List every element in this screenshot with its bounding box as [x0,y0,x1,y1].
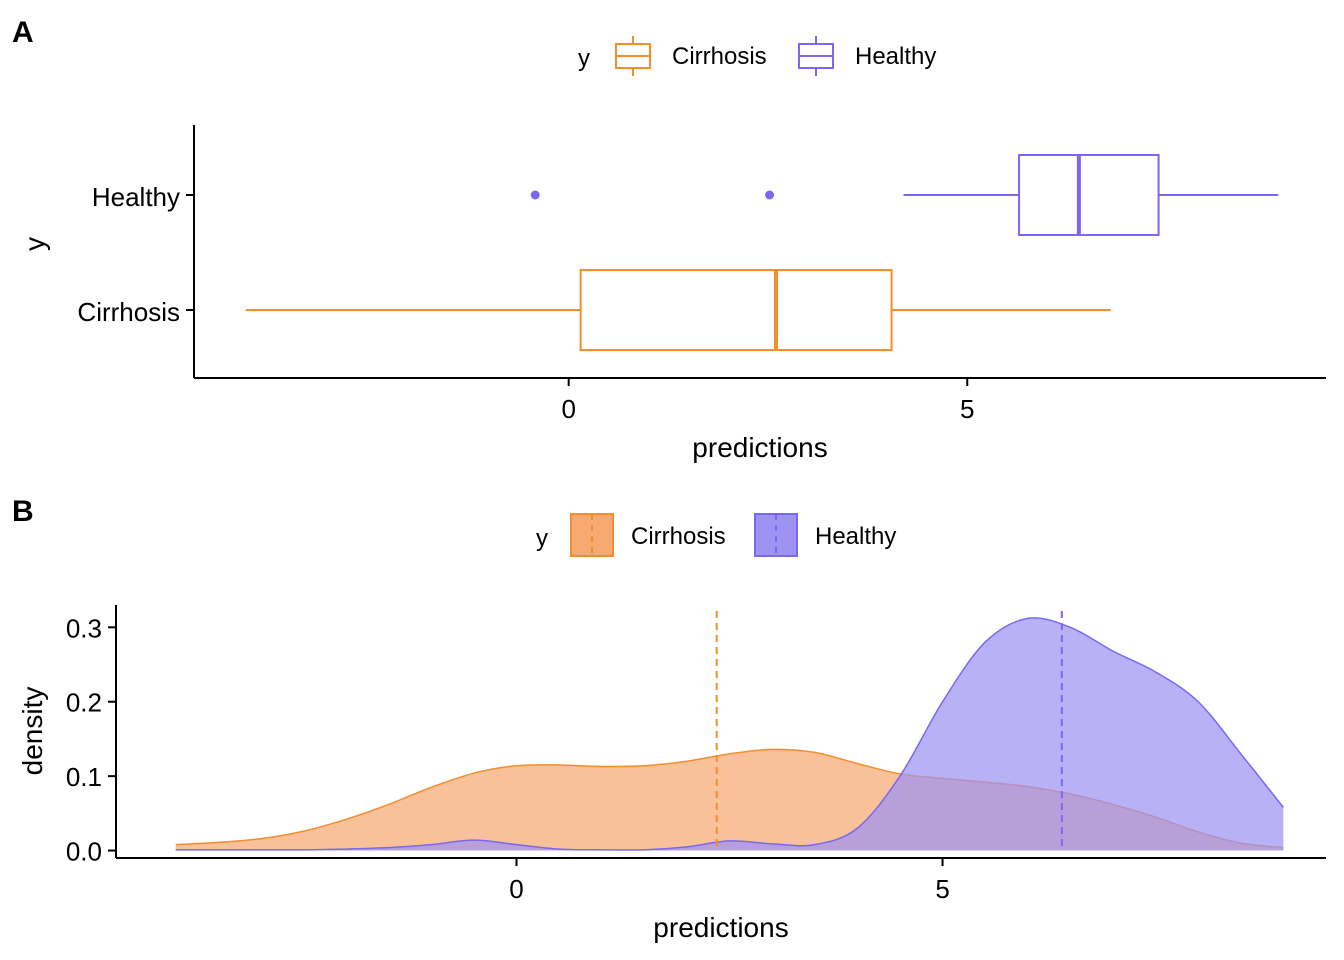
panel-a-legend: y Cirrhosis Healthy [578,36,936,76]
panel-a-x-tick-label: 5 [960,394,974,424]
panel-b-legend-key-healthy [754,513,798,557]
panel-b-y-tick-label: 0.2 [66,688,102,718]
panel-a-axes: Healthy Cirrhosis 0 5 [77,182,974,424]
panel-a-legend-key-cirrhosis [615,36,651,76]
panel-a-legend-label-healthy: Healthy [855,43,936,70]
panel-b-marks [175,611,1284,851]
panel-a-legend-title: y [578,45,590,72]
panel-a-y-axis-title: y [19,237,50,251]
panel-b-x-axis-title: predictions [653,912,788,943]
panel-a-y-tick-label: Healthy [92,182,180,212]
panel-b-legend-label-healthy: Healthy [815,523,896,550]
panel-b-x-tick-label: 5 [935,874,949,904]
panel-a-x-tick-label: 0 [561,394,575,424]
panel-a-x-axis-title: predictions [692,432,827,463]
panel-b-letter: B [12,495,34,528]
healthy-outlier [765,190,775,200]
panel-b-density: B y Cirrhosis Healthy 0.0 0.1 0.2 0.3 0 5 pre… [12,495,1326,943]
panel-b-legend-title: y [536,525,548,552]
panel-a-legend-key-healthy [798,36,834,76]
cirrhosis-box [579,269,893,351]
panel-a-legend-label-cirrhosis: Cirrhosis [672,43,767,70]
panel-b-axes: 0.0 0.1 0.2 0.3 0 5 [66,613,950,904]
panel-b-legend: y Cirrhosis Healthy [536,513,896,557]
panel-b-x-tick-label: 0 [509,874,523,904]
healthy-box [1018,154,1160,236]
panel-b-legend-key-cirrhosis [570,513,614,557]
panel-a-marks [245,154,1279,351]
panel-b-y-tick-label: 0.3 [66,613,102,643]
panel-b-legend-label-cirrhosis: Cirrhosis [631,523,726,550]
healthy-outlier [530,190,540,200]
panel-b-y-tick-label: 0.1 [66,762,102,792]
panel-b-y-axis-title: density [17,687,48,776]
panel-b-y-tick-label: 0.0 [66,837,102,867]
healthy-density-line [175,617,1284,851]
panel-a-y-tick-label: Cirrhosis [77,297,180,327]
panel-a-boxplot: A y Cirrhosis Healthy Healthy Cirrhosis 0 5… [12,16,1326,463]
healthy-density-area [175,617,1284,851]
panel-a-letter: A [12,16,34,49]
